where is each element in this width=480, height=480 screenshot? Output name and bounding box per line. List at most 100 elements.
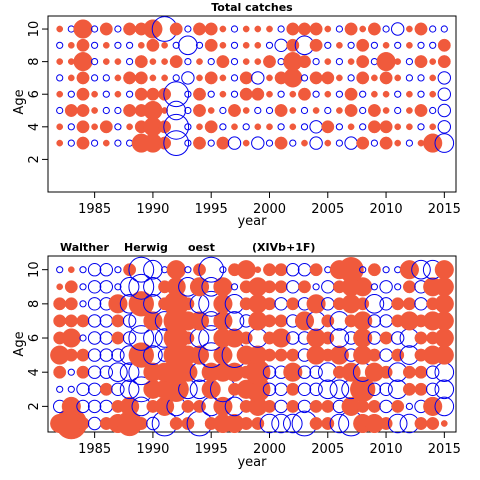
bubble-positive <box>356 38 370 52</box>
bubble-negative <box>146 416 160 431</box>
bubble-positive <box>312 107 320 114</box>
bubble-negative <box>219 123 227 131</box>
bubble-positive <box>426 417 440 430</box>
bubble-negative <box>277 123 285 131</box>
bubble-negative <box>359 123 367 131</box>
bubble-positive <box>146 87 160 101</box>
bubble-positive <box>73 19 93 39</box>
bubble-positive <box>134 55 148 69</box>
bubble-negative <box>335 90 343 98</box>
survey-panel: Walther Herwig oest (XIVb+1F) year Age 1… <box>12 241 461 470</box>
bubble-negative <box>300 123 309 131</box>
bubble-negative <box>114 266 122 274</box>
bubble-positive <box>64 314 78 328</box>
bubble-positive <box>324 90 332 98</box>
bubble-positive <box>382 90 390 98</box>
bubble-positive <box>394 139 402 147</box>
bubble-positive <box>406 41 413 49</box>
bubble-negative <box>172 41 180 49</box>
bubble-positive <box>64 297 78 311</box>
bubble-positive <box>166 277 186 297</box>
bubble-negative <box>230 41 239 49</box>
bubble-negative <box>265 106 274 115</box>
bubble-positive <box>391 348 405 362</box>
bubble-positive <box>379 365 393 379</box>
bubble-negative <box>405 58 413 66</box>
bubble-positive <box>213 294 233 314</box>
bubble-positive <box>321 120 335 134</box>
bubble-positive <box>309 38 323 52</box>
bubble-positive <box>402 297 416 311</box>
bubble-positive <box>111 314 125 328</box>
bubble-negative <box>271 413 291 434</box>
bubble-positive <box>254 25 262 33</box>
bubble-negative <box>318 379 338 400</box>
bubble-positive <box>207 107 215 114</box>
bubble-positive <box>274 136 288 150</box>
bubble-positive <box>181 297 195 311</box>
bubble-negative <box>184 25 192 33</box>
bubble-positive <box>169 417 183 430</box>
bubble-negative <box>437 120 451 134</box>
bubble-positive <box>143 311 163 331</box>
bubble-negative <box>126 90 134 98</box>
bubble-positive <box>289 90 297 98</box>
bubble-positive <box>394 123 402 131</box>
bubble-negative <box>91 58 99 66</box>
bubble-negative <box>76 382 90 396</box>
bubble-positive <box>414 331 428 345</box>
bubble-negative <box>335 58 343 66</box>
bubble-positive <box>399 260 419 280</box>
bubble-negative <box>87 280 102 294</box>
bubble-positive <box>56 90 64 98</box>
bubble-negative <box>87 331 102 345</box>
bubble-positive <box>56 139 64 147</box>
bubble-positive <box>274 314 288 328</box>
bubble-negative <box>335 25 343 33</box>
bubble-negative <box>297 263 312 277</box>
bubble-positive <box>76 348 90 362</box>
bubble-positive <box>283 68 303 88</box>
bubble-negative <box>114 41 122 49</box>
bubble-negative <box>91 25 99 33</box>
bubble-positive <box>382 107 390 114</box>
chart-title: Total catches <box>211 1 293 14</box>
bubble-positive <box>414 365 428 379</box>
bubble-positive <box>242 58 250 65</box>
x-axis-ticks: 1985 1990 1995 2000 2005 2010 2015 <box>78 432 461 457</box>
y-axis-label: Age <box>12 331 27 356</box>
bubble-positive <box>149 74 157 82</box>
bubble-positive <box>440 420 448 427</box>
bubble-positive <box>321 417 335 430</box>
bubble-positive <box>242 25 250 33</box>
bubble-positive <box>376 52 396 72</box>
bubble-positive <box>266 90 273 98</box>
bubble-negative <box>379 314 393 328</box>
bubble-negative <box>143 328 163 348</box>
bubble-negative <box>143 345 163 365</box>
bubble-negative <box>379 297 393 311</box>
bubble-positive <box>61 396 81 416</box>
bubble-negative <box>434 133 455 153</box>
bubble-positive <box>239 87 253 101</box>
bubble-negative <box>219 106 227 115</box>
bubble-positive <box>102 41 110 49</box>
bubble-negative <box>265 139 274 147</box>
bubble-negative <box>111 348 125 362</box>
bubble-negative <box>242 123 250 131</box>
bubble-negative <box>262 382 277 396</box>
bubble-positive <box>161 107 168 114</box>
bubble-negative <box>91 74 99 82</box>
bubble-positive <box>56 25 64 33</box>
bubble-negative <box>379 399 393 414</box>
bubble-negative <box>274 382 288 396</box>
bubble-positive <box>114 58 122 65</box>
bubble-negative <box>91 139 99 147</box>
bubble-negative <box>324 41 332 49</box>
bubble-positive <box>336 74 343 82</box>
bubble-negative <box>259 413 280 434</box>
bubble-positive <box>193 399 206 413</box>
bubble-negative <box>359 266 367 274</box>
bubble-positive <box>64 104 78 117</box>
bubble-positive <box>76 104 90 117</box>
